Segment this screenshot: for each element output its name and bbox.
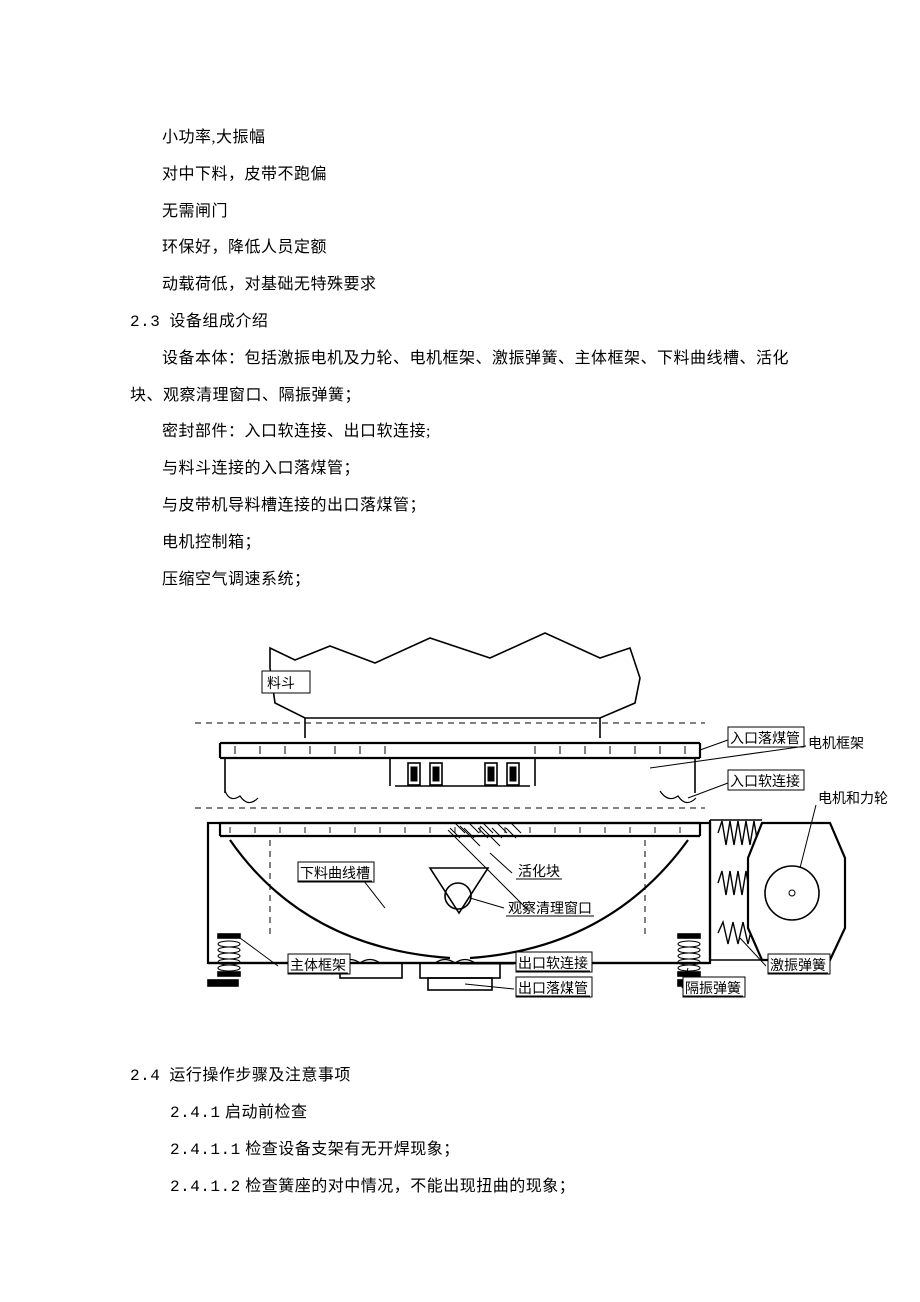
svg-text:电机和力轮: 电机和力轮 [818, 791, 888, 807]
section-2-3-line: 密封部件：入口软连接、出口软连接; [130, 414, 790, 451]
sub-num: 2.4.1.1 [170, 1141, 241, 1159]
sub-text: 检查设备支架有无开焊现象； [245, 1141, 460, 1158]
section-title: 设备组成介绍 [169, 313, 268, 330]
sub-item: 2.4.1 启动前检查 [130, 1095, 790, 1132]
svg-text:入口落煤管: 入口落煤管 [730, 731, 800, 747]
svg-text:激振弹簧: 激振弹簧 [770, 957, 826, 974]
document-page: 小功率,大振幅 对中下料，皮带不跑偏 无需闸门 环保好，降低人员定额 动载荷低，… [0, 0, 920, 1266]
section-number: 2.4 [130, 1067, 160, 1085]
intro-line: 小功率,大振幅 [130, 120, 790, 157]
section-2-3-line: 压缩空气调速系统； [130, 562, 790, 599]
section-2-3-line: 与料斗连接的入口落煤管； [130, 451, 790, 488]
intro-line: 无需闸门 [130, 194, 790, 231]
intro-line: 动载荷低，对基础无特殊要求 [130, 267, 790, 304]
equipment-diagram: 料斗入口落煤管电机框架入口软连接电机和力轮下料曲线槽活化块观察清理窗口主体框架出… [130, 608, 790, 1018]
intro-line: 环保好，降低人员定额 [130, 230, 790, 267]
sub-text: 检查簧座的对中情况，不能出现扭曲的现象； [245, 1178, 575, 1195]
sub-text: 启动前检查 [225, 1104, 308, 1121]
svg-text:出口落煤管: 出口落煤管 [518, 981, 588, 997]
sub-item: 2.4.1.1 检查设备支架有无开焊现象； [130, 1132, 790, 1169]
svg-text:入口软连接: 入口软连接 [730, 773, 800, 790]
section-2-3-line: 与皮带机导料槽连接的出口落煤管； [130, 488, 790, 525]
svg-text:活化块: 活化块 [518, 864, 560, 880]
svg-text:主体框架: 主体框架 [290, 958, 346, 974]
svg-text:料斗: 料斗 [267, 676, 295, 692]
sub-num: 2.4.1.2 [170, 1178, 241, 1196]
svg-text:观察清理窗口: 观察清理窗口 [508, 900, 592, 917]
section-title: 运行操作步骤及注意事项 [169, 1067, 351, 1084]
section-2-4-heading: 2.4 运行操作步骤及注意事项 [130, 1058, 790, 1095]
section-2-3-heading: 2.3 设备组成介绍 [130, 304, 790, 341]
sub-item: 2.4.1.2 检查簧座的对中情况，不能出现扭曲的现象； [130, 1169, 790, 1206]
svg-text:电机框架: 电机框架 [808, 736, 864, 752]
intro-line: 对中下料，皮带不跑偏 [130, 157, 790, 194]
svg-text:出口软连接: 出口软连接 [518, 955, 588, 972]
section-2-3-para1: 设备本体：包括激振电机及力轮、电机框架、激振弹簧、主体框架、下料曲线槽、活化块、… [130, 341, 790, 415]
section-number: 2.3 [130, 313, 160, 331]
sub-num: 2.4.1 [170, 1104, 221, 1122]
section-2-3-line: 电机控制箱； [130, 525, 790, 562]
svg-text:隔振弹簧: 隔振弹簧 [685, 981, 741, 997]
svg-text:下料曲线槽: 下料曲线槽 [300, 866, 370, 882]
